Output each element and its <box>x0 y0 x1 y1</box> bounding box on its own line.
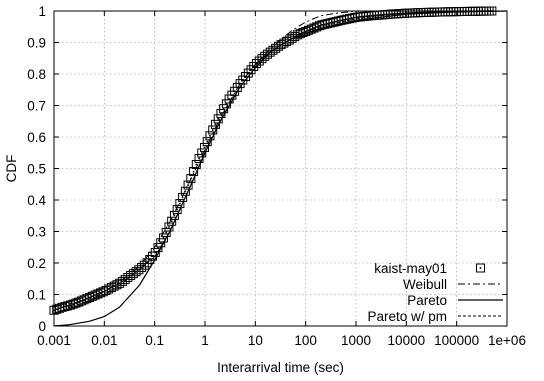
data-point-marker <box>139 260 149 270</box>
data-point-marker <box>172 205 182 215</box>
data-point-marker <box>243 68 253 78</box>
data-point-marker <box>254 56 264 66</box>
data-point-marker <box>246 65 256 75</box>
data-point-marker <box>153 243 163 253</box>
x-tick-label: 0.1 <box>145 333 164 348</box>
data-point-marker <box>150 248 160 258</box>
data-point-marker <box>134 265 144 275</box>
data-point-marker <box>183 180 193 190</box>
x-tick-label: 1000 <box>341 333 371 348</box>
data-point-marker <box>221 99 231 109</box>
y-tick-label: 0.8 <box>27 67 46 82</box>
data-point-marker <box>161 227 171 237</box>
data-point-marker <box>191 160 201 170</box>
y-tick-label: 0.2 <box>27 256 46 271</box>
axis-ticks: 0.001 0.01 0.1 1 10 100 1000 10000 100000 1e+06 0 0… <box>27 4 526 348</box>
legend-label: Pareto <box>407 293 447 308</box>
data-point-marker <box>197 148 207 158</box>
data-point-marker <box>189 167 199 177</box>
data-point-marker <box>213 114 223 124</box>
data-point-marker <box>145 254 155 264</box>
data-point-marker <box>241 72 251 82</box>
data-point-marker <box>279 38 289 48</box>
data-point-marker <box>216 109 226 119</box>
data-point-marker <box>180 186 190 196</box>
data-point-marker <box>208 125 218 135</box>
x-tick-label: 10000 <box>388 333 426 348</box>
y-tick-label: 0.3 <box>27 225 46 240</box>
data-point-marker <box>164 222 174 232</box>
y-tick-label: 0.6 <box>27 130 46 145</box>
y-tick-label: 0.7 <box>27 99 46 114</box>
data-point-marker <box>112 280 122 290</box>
data-point-marker <box>202 137 212 147</box>
data-point-marker <box>219 104 229 114</box>
data-point-marker <box>109 281 119 291</box>
legend-label: kaist-may01 <box>374 261 447 276</box>
data-point-marker <box>186 174 196 184</box>
x-tick-label: 100 <box>294 333 317 348</box>
y-tick-label: 1 <box>38 4 46 19</box>
x-tick-label: 10 <box>248 333 263 348</box>
x-axis-label: Interarrival time (sec) <box>217 360 344 375</box>
x-tick-label: 1 <box>201 333 209 348</box>
data-point-marker <box>200 142 210 152</box>
legend-marker-square <box>476 263 485 273</box>
data-point-marker <box>178 192 188 202</box>
data-point-marker <box>249 61 259 71</box>
y-tick-label: 0.9 <box>27 36 46 51</box>
series-layer <box>49 6 508 327</box>
x-tick-label: 0.01 <box>91 333 117 348</box>
data-point-marker <box>205 131 215 141</box>
y-tick-label: 0.1 <box>27 288 46 303</box>
data-point-marker <box>156 238 166 248</box>
data-point-marker <box>167 216 177 226</box>
data-point-marker <box>282 37 292 47</box>
legend-label: Weibull <box>403 277 447 292</box>
y-tick-label: 0 <box>38 319 46 334</box>
data-point-marker <box>273 41 283 51</box>
data-point-marker <box>169 210 179 220</box>
y-tick-label: 0.4 <box>27 193 46 208</box>
x-tick-label: 1e+06 <box>488 333 526 348</box>
data-point-marker <box>284 35 294 45</box>
x-tick-label: 100000 <box>434 333 479 348</box>
data-point-marker <box>252 59 262 69</box>
data-point-marker <box>137 263 147 273</box>
data-point-marker <box>158 233 168 243</box>
data-point-marker <box>276 40 286 50</box>
data-point-marker <box>210 119 220 129</box>
y-axis-label: CDF <box>4 155 19 183</box>
y-tick-label: 0.5 <box>27 162 46 177</box>
data-point-marker <box>175 199 185 209</box>
data-point-marker <box>142 258 152 268</box>
x-tick-label: 0.001 <box>37 333 71 348</box>
data-point-marker <box>194 153 204 163</box>
legend-label: Pareto w/ pm <box>367 309 447 324</box>
